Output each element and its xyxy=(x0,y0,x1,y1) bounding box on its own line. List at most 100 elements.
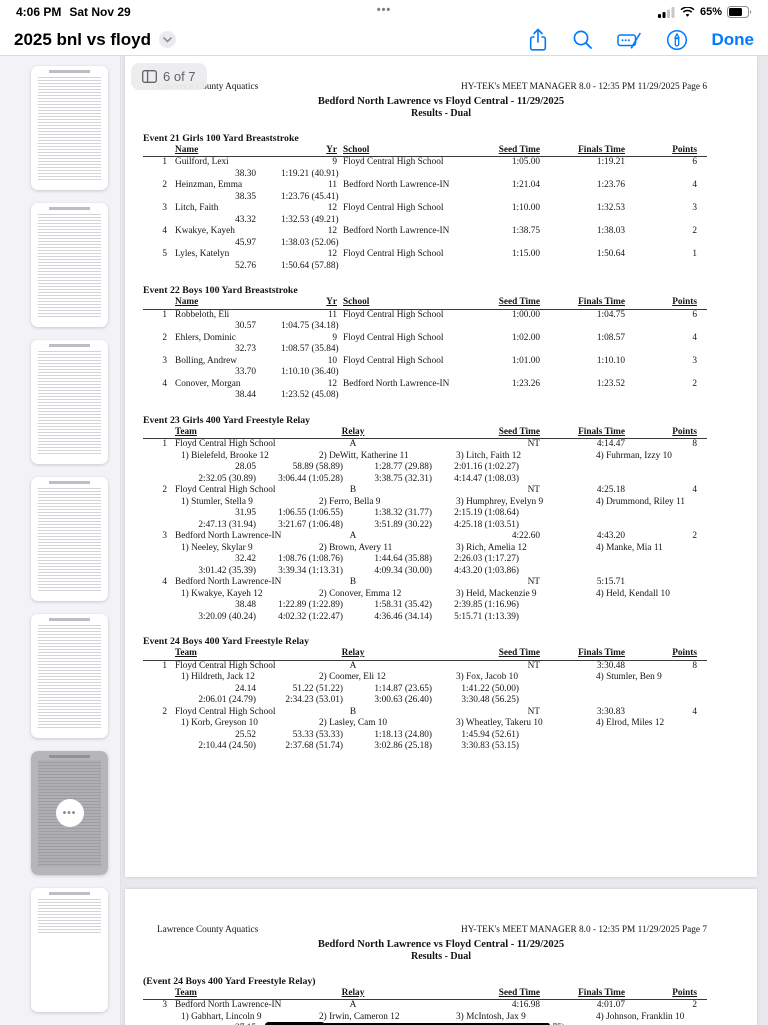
page-thumbnail-7[interactable] xyxy=(31,888,108,1012)
split-times-row: 33.70 1:10.10 (36.40) xyxy=(143,367,707,379)
finals-time-cell: 3:30.48 xyxy=(596,660,625,671)
result-row: 4 Kwakye, Kayeh 12 Bedford North Lawrence-I… xyxy=(143,226,707,238)
split-times-row: 2:10.44 (24.50) 2:37.68 (51.74) 3:02.86 (2… xyxy=(143,741,707,753)
finals-time-cell: 3:30.83 xyxy=(596,706,625,717)
header-school: School xyxy=(343,297,370,307)
header-relay: Relay xyxy=(341,648,365,658)
finals-time-cell: 1:38.03 xyxy=(596,226,625,236)
points-cell: 6 xyxy=(692,157,697,167)
thumbnail-page-preview xyxy=(31,614,108,738)
split-1: 38.30 xyxy=(235,168,256,179)
relay-swimmer-4: 4) Manke, Mia 11 xyxy=(596,542,663,553)
page-thumbnail-5[interactable] xyxy=(31,614,108,738)
thumbnail-page-preview xyxy=(31,340,108,464)
split-1: 30.57 xyxy=(235,321,256,331)
seed-time-cell: 1:21.04 xyxy=(511,180,540,190)
relay-letter-cell: B xyxy=(349,577,357,587)
points-cell: 2 xyxy=(692,226,697,236)
relay-letter-cell: A xyxy=(349,1000,357,1010)
finals-time-cell: 1:32.53 xyxy=(596,203,625,213)
document-view[interactable]: Lawrence County Aquatics HY-TEK's MEET MA… xyxy=(121,56,768,1025)
split-4: 4:25.18 (1:03.51) xyxy=(454,519,519,530)
header-school: School xyxy=(343,144,370,155)
done-button[interactable]: Done xyxy=(711,29,755,49)
place-cell: 2 xyxy=(162,332,167,343)
points-cell: 1 xyxy=(692,249,697,259)
page-thumbnail-6[interactable]: ••• xyxy=(31,751,108,875)
seed-time-cell: NT xyxy=(527,660,540,671)
split-1: 43.32 xyxy=(235,214,256,225)
team-name-cell: Floyd Central High School xyxy=(175,485,276,495)
share-button[interactable] xyxy=(528,28,548,52)
split-2: 2:37.68 (51.74) xyxy=(285,741,343,751)
header-fill xyxy=(393,427,465,439)
split-4: 2:15.19 (1:08.64) xyxy=(454,508,519,518)
points-cell: 4 xyxy=(692,485,697,495)
page-thumbnail-3[interactable] xyxy=(31,340,108,464)
school-cell: Floyd Central High School xyxy=(343,355,444,366)
points-cell: 2 xyxy=(692,1000,697,1010)
relay-swimmer-1: 1) Gabhart, Lincoln 9 xyxy=(181,1011,262,1022)
relay-swimmer-1: 1) Korb, Greyson 10 xyxy=(181,718,258,728)
event-block: Event 21 Girls 100 Yard Breaststroke Name… xyxy=(125,133,757,273)
finals-time-cell: 1:19.21 xyxy=(596,157,625,167)
split-4: 3:30.48 (56.25) xyxy=(461,695,519,705)
event-title: (Event 24 Boys 400 Yard Freestyle Relay) xyxy=(143,975,316,987)
split-4: 1:41.22 (50.00) xyxy=(461,683,519,694)
result-row: 2 Ehlers, Dominic 9 Floyd Central High Scho… xyxy=(143,333,707,345)
split-times-row: 38.35 1:23.76 (45.41) xyxy=(143,192,707,204)
thumbnails-panel-icon xyxy=(142,70,157,83)
year-cell: 10 xyxy=(327,355,337,366)
markup-button[interactable] xyxy=(616,30,642,50)
split-3: 1:44.64 (35.88) xyxy=(374,554,432,564)
document-page: Lawrence County Aquatics HY-TEK's MEET MA… xyxy=(125,889,757,1025)
place-cell: 1 xyxy=(162,439,167,449)
place-cell: 2 xyxy=(162,706,167,717)
result-row: 1 Floyd Central High School A NT 3:30.48 8 xyxy=(143,661,707,673)
split-1: 3:01.42 (35.39) xyxy=(198,565,256,576)
split-times-row-redacted: 27.15 .75) xyxy=(143,1022,707,1025)
event-block: Event 24 Boys 400 Yard Freestyle Relay Te… xyxy=(125,636,757,753)
split-4: 1:45.94 (52.61) xyxy=(461,729,519,740)
header-fill xyxy=(393,988,465,1000)
split-3: 3:00.63 (26.40) xyxy=(374,695,432,705)
page-thumbnail-1[interactable] xyxy=(31,66,108,190)
relay-letter-cell: B xyxy=(349,485,357,495)
header-seed-time: Seed Time xyxy=(498,297,540,307)
page-indicator[interactable]: 6 of 7 xyxy=(131,63,207,90)
relay-swimmer-1: 1) Stumler, Stella 9 xyxy=(181,496,253,507)
more-ellipsis-icon[interactable]: ••• xyxy=(55,799,84,827)
event-results-table: Team Relay Seed Time Finals Time Points 3 Bedf… xyxy=(143,988,707,1025)
document-page: Lawrence County Aquatics HY-TEK's MEET MA… xyxy=(125,56,757,877)
title-menu-button[interactable] xyxy=(159,31,176,48)
school-cell: Floyd Central High School xyxy=(343,309,444,320)
document-title: 2025 bnl vs floyd xyxy=(14,29,151,49)
relay-swimmer-2: 2) Coomer, Eli 12 xyxy=(319,672,386,682)
pencil-annotate-button[interactable] xyxy=(666,29,688,51)
points-cell: 3 xyxy=(692,355,697,366)
result-row: 3 Bolling, Andrew 10 Floyd Central High Sch… xyxy=(143,356,707,368)
year-cell: 11 xyxy=(328,180,337,190)
search-button[interactable] xyxy=(572,29,593,50)
report-meta: HY-TEK's MEET MANAGER 8.0 - 12:35 PM 11/… xyxy=(461,82,707,92)
split-times-row: 32.42 1:08.76 (1:08.76) 1:44.64 (35.88) 2:2… xyxy=(143,554,707,566)
page-thumbnail-4[interactable] xyxy=(31,477,108,601)
split-1: 52.76 xyxy=(235,260,256,271)
split-times-row: 2:32.05 (30.89) 3:06.44 (1:05.28) 3:38.75 … xyxy=(143,474,707,486)
thumbnail-page-preview xyxy=(31,888,108,1012)
header-place-col xyxy=(143,297,167,309)
seed-time-cell: 1:00.00 xyxy=(511,309,540,320)
header-points: Points xyxy=(672,297,697,307)
finals-time-cell: 4:01.07 xyxy=(596,1000,625,1010)
school-cell: Bedford North Lawrence-IN xyxy=(343,226,450,236)
header-place-col xyxy=(143,988,167,1000)
relay-swimmer-4: 4) Stumler, Ben 9 xyxy=(596,672,662,682)
header-points: Points xyxy=(672,987,697,998)
team-name-cell: Floyd Central High School xyxy=(175,439,276,449)
split-1: 28.05 xyxy=(235,462,256,472)
header-yr: Yr xyxy=(326,297,337,307)
split-4: 4:14.47 (1:08.03) xyxy=(454,473,519,484)
split-3: 1:18.13 (24.80) xyxy=(374,729,432,740)
result-row: 2 Heinzman, Emma 11 Bedford North Lawrence-… xyxy=(143,180,707,192)
page-thumbnail-2[interactable] xyxy=(31,203,108,327)
